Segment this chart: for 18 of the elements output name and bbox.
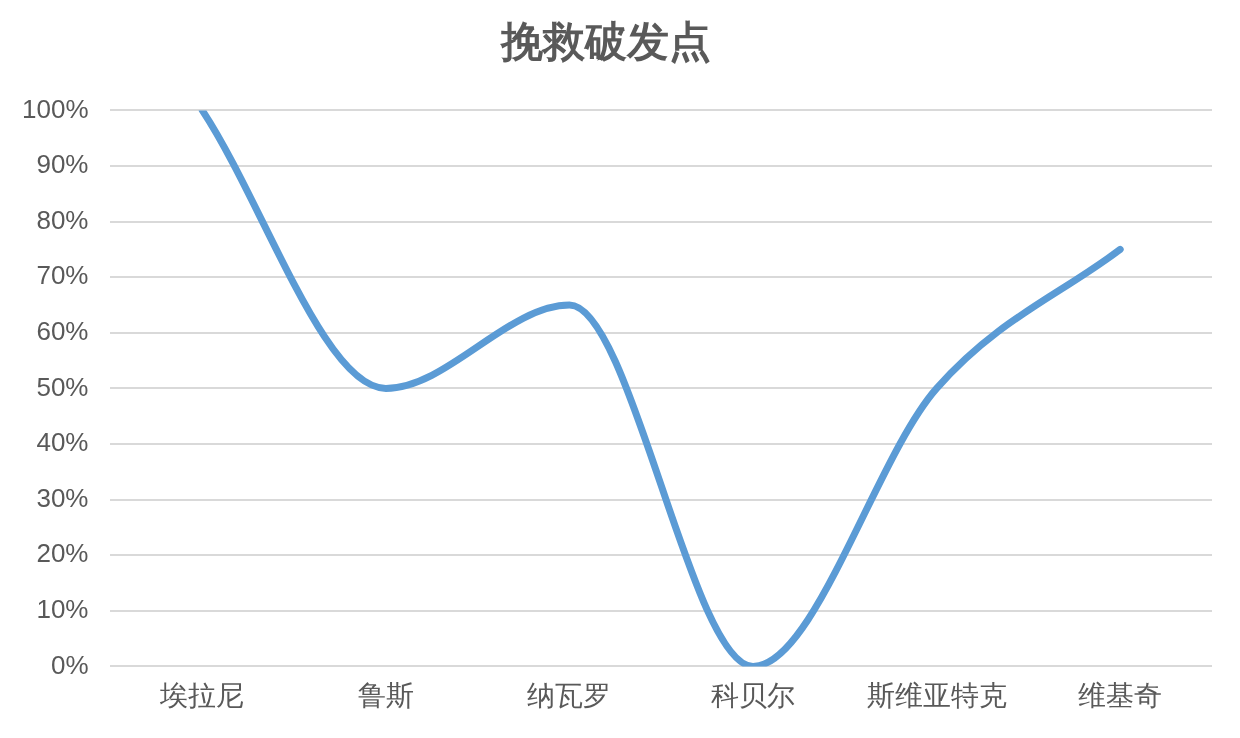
x-tick-label: 科贝尔 [711, 679, 796, 711]
x-tick-label: 鲁斯 [357, 679, 414, 711]
y-tick-label: 20% [36, 538, 89, 569]
y-tick-label: 100% [22, 93, 89, 124]
x-tick-label: 埃拉尼 [159, 679, 245, 711]
x-tick-label: 纳瓦罗 [527, 679, 612, 711]
y-tick-label: 40% [36, 427, 89, 458]
x-tick-label: 斯维亚特克 [866, 679, 1007, 711]
y-tick-label: 0% [50, 649, 89, 680]
y-tick-label: 60% [36, 315, 89, 346]
y-tick-label: 80% [36, 204, 89, 235]
y-tick-label: 30% [36, 482, 89, 513]
y-tick-label: 90% [36, 149, 89, 180]
y-tick-label: 10% [36, 593, 89, 624]
chart-title: 挽救破发点 [499, 19, 711, 66]
y-tick-label: 70% [36, 260, 89, 291]
y-tick-label: 50% [36, 371, 89, 402]
x-tick-label: 维基奇 [1078, 679, 1163, 711]
